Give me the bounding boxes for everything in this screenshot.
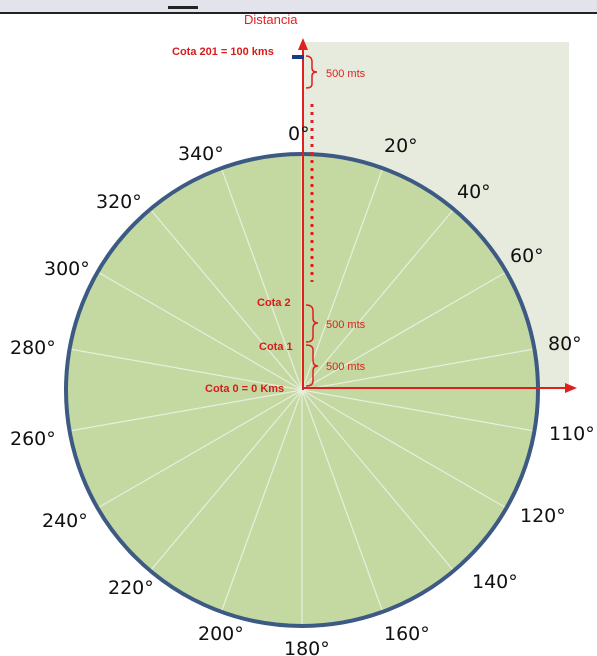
degree-label-340: 340° (178, 143, 224, 165)
spoke (301, 348, 533, 391)
degree-label-160: 160° (384, 623, 430, 645)
spacing-label-upper: 500 mts (326, 68, 366, 80)
spoke (301, 389, 453, 570)
degree-label-200: 200° (198, 623, 244, 645)
spoke (99, 272, 303, 391)
top-band (0, 0, 597, 14)
vertical-axis-arrow (298, 38, 308, 50)
degree-label-40: 40° (457, 181, 491, 203)
spoke (99, 389, 303, 508)
brace-middle (305, 304, 319, 343)
label-cota-201: Cota 201 = 100 kms (172, 46, 274, 58)
label-cota-0: Cota 0 = 0 Kms (205, 383, 284, 395)
spoke (151, 389, 303, 570)
degree-label-280: 280° (10, 337, 56, 359)
axis-title: Distancia (244, 12, 298, 27)
degree-label-110: 110° (549, 423, 595, 445)
spokes (71, 156, 533, 624)
degree-label-80: 80° (548, 333, 582, 355)
brace-upper (305, 55, 318, 89)
degree-label-140: 140° (472, 571, 518, 593)
degree-label-220: 220° (108, 577, 154, 599)
spacing-label-middle: 500 mts (326, 319, 366, 331)
spoke (301, 272, 505, 391)
degree-label-260: 260° (10, 428, 56, 450)
spoke (71, 389, 303, 432)
degree-label-20: 20° (384, 135, 418, 157)
spacing-label-lower: 500 mts (326, 361, 366, 373)
spoke (301, 389, 533, 432)
brace-lower (305, 344, 319, 387)
degree-label-120: 120° (520, 505, 566, 527)
spoke (221, 389, 303, 611)
spoke (71, 348, 303, 391)
spoke (151, 210, 303, 391)
horizontal-axis-arrow (565, 383, 577, 393)
spoke (301, 210, 453, 391)
label-cota-2: Cota 2 (257, 297, 291, 309)
degree-label-60: 60° (510, 245, 544, 267)
cropped-heading-fragment (168, 0, 198, 9)
spoke (301, 169, 383, 391)
degree-label-240: 240° (42, 510, 88, 532)
degree-label-0: 0° (288, 123, 310, 145)
degree-label-300: 300° (44, 258, 90, 280)
spoke (221, 169, 303, 391)
degree-label-180: 180° (284, 638, 330, 656)
spoke (301, 389, 505, 508)
degree-label-320: 320° (96, 191, 142, 213)
label-cota-1: Cota 1 (259, 341, 293, 353)
spoke (301, 389, 383, 611)
